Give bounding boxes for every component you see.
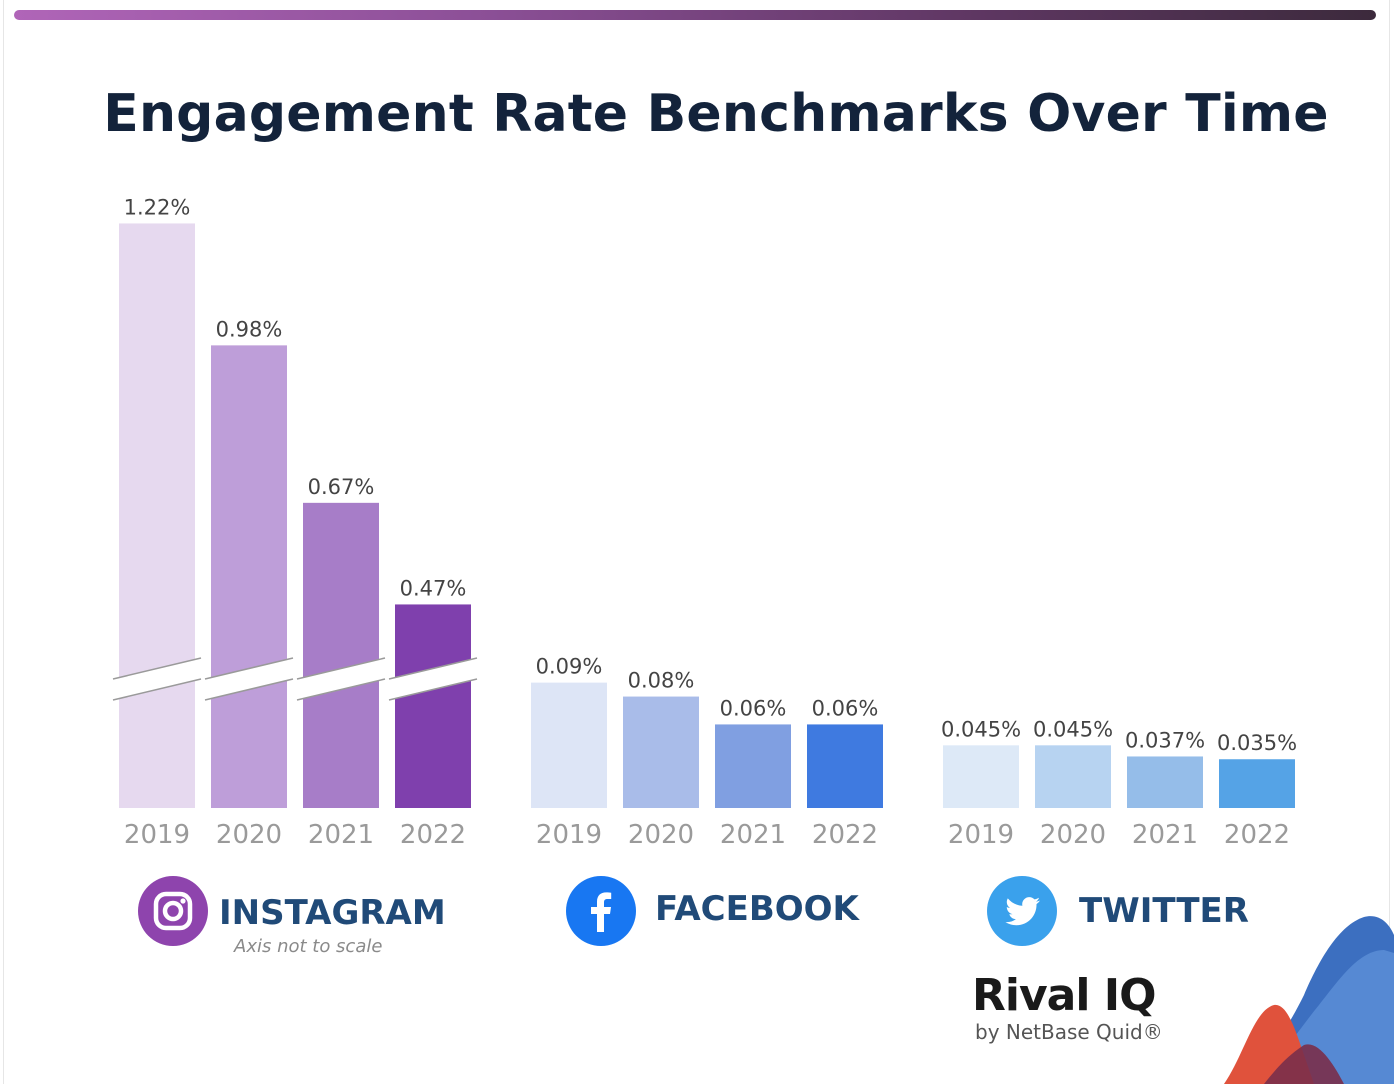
x-tick-twitter-2020: 2020	[1040, 820, 1106, 850]
axis-break-line	[296, 678, 386, 701]
axis-break-mark	[113, 658, 201, 700]
data-label-instagram-2019: 1.22%	[124, 195, 191, 219]
bar-instagram-2020	[211, 345, 287, 808]
data-label-instagram-2021: 0.67%	[308, 475, 375, 499]
axis-break-line	[296, 657, 386, 680]
twitter-icon	[987, 876, 1057, 946]
x-tick-instagram-2021: 2021	[308, 820, 374, 850]
x-tick-instagram-2019: 2019	[124, 820, 190, 850]
platform-label-instagram: INSTAGRAM	[219, 893, 446, 933]
axis-break-line	[204, 657, 294, 680]
bar-facebook-2021	[715, 724, 791, 808]
data-label-facebook-2019: 0.09%	[536, 655, 603, 679]
axis-note: Axis not to scale	[234, 936, 383, 957]
x-tick-facebook-2021: 2021	[720, 820, 786, 850]
x-tick-facebook-2020: 2020	[628, 820, 694, 850]
bar-instagram-2021	[303, 502, 379, 808]
axis-break-mark	[297, 658, 385, 700]
bar-instagram-2019	[119, 223, 195, 808]
data-label-facebook-2020: 0.08%	[628, 669, 695, 693]
bar-facebook-2019	[531, 682, 607, 808]
bar-twitter-2021	[1127, 756, 1203, 808]
x-tick-twitter-2019: 2019	[948, 820, 1014, 850]
bar-instagram-2022	[395, 604, 471, 808]
decorative-waves	[1224, 916, 1394, 1084]
bar-facebook-2020	[623, 696, 699, 808]
chart-title: Engagement Rate Benchmarks Over Time	[103, 84, 1329, 144]
bar-twitter-2022	[1219, 759, 1295, 808]
data-label-twitter-2022: 0.035%	[1217, 731, 1297, 755]
data-label-twitter-2019: 0.045%	[941, 717, 1021, 741]
axis-break-line	[112, 678, 202, 701]
brand-subtitle: by NetBase Quid®	[975, 1020, 1163, 1044]
x-tick-instagram-2022: 2022	[400, 820, 466, 850]
axis-break-mark	[389, 658, 477, 700]
axis-break-line	[388, 678, 478, 701]
x-tick-twitter-2022: 2022	[1224, 820, 1290, 850]
axis-break-line	[112, 657, 202, 680]
platform-label-twitter: TWITTER	[1079, 891, 1249, 931]
platform-label-facebook: FACEBOOK	[655, 889, 859, 929]
facebook-icon	[566, 876, 636, 946]
brand-logo: Rival IQ	[972, 970, 1157, 1021]
axis-break-line	[204, 678, 294, 701]
instagram-icon	[138, 876, 208, 946]
x-tick-facebook-2022: 2022	[812, 820, 878, 850]
data-label-twitter-2021: 0.037%	[1125, 728, 1205, 752]
x-tick-twitter-2021: 2021	[1132, 820, 1198, 850]
axis-break-mark	[205, 658, 293, 700]
axis-break-line	[388, 657, 478, 680]
top-accent-bar	[14, 10, 1376, 20]
bar-facebook-2022	[807, 724, 883, 808]
data-label-instagram-2022: 0.47%	[400, 576, 467, 600]
data-label-twitter-2020: 0.045%	[1033, 717, 1113, 741]
data-label-instagram-2020: 0.98%	[216, 317, 283, 341]
x-tick-instagram-2020: 2020	[216, 820, 282, 850]
x-tick-facebook-2019: 2019	[536, 820, 602, 850]
bar-twitter-2019	[943, 745, 1019, 808]
bar-twitter-2020	[1035, 745, 1111, 808]
data-label-facebook-2022: 0.06%	[812, 696, 879, 720]
data-label-facebook-2021: 0.06%	[720, 696, 787, 720]
